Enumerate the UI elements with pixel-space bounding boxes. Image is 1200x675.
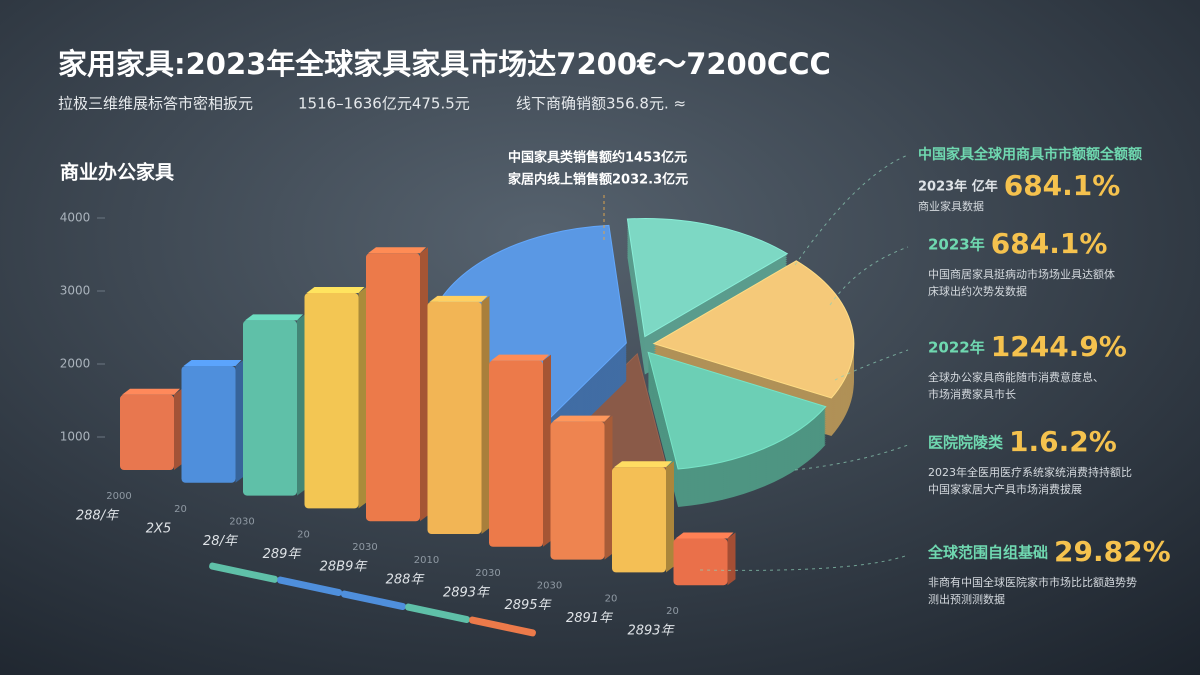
x-tick-label: 2893年 xyxy=(627,624,675,639)
bar-side xyxy=(666,461,674,573)
bar-side xyxy=(358,287,367,509)
callout-desc: 测出预测测数据 xyxy=(928,592,1005,606)
bar-top xyxy=(183,360,242,366)
callout-heading: 中国家具全球用商具市市额额全额额 xyxy=(918,146,1142,163)
y-tick-label: 4000 xyxy=(60,211,91,225)
title: 家用家具:2023年全球家具家具市场达7200€～7200CCC xyxy=(58,47,831,81)
bar-top xyxy=(675,532,734,539)
x-tick-label: 28B9年 xyxy=(320,560,369,575)
callout-desc: 非商有中国全球医院家市市场比比额趋势势 xyxy=(928,575,1137,589)
bar-side xyxy=(481,295,490,534)
callout-value: 29.82% xyxy=(1054,535,1171,568)
callout-label: 医院院陵类 xyxy=(928,434,1004,452)
x-tick-code: 2030 xyxy=(537,581,562,592)
callout-desc: 中国家家居大产具市场消费拔展 xyxy=(928,482,1082,496)
bar-side xyxy=(420,247,428,522)
bar-top xyxy=(552,415,611,422)
y-tick-label: 1000 xyxy=(60,430,91,444)
x-tick-label: 289年 xyxy=(263,547,303,562)
x-tick-code: 2030 xyxy=(352,542,377,553)
bar xyxy=(612,467,666,573)
legend-strips xyxy=(209,562,536,637)
connector xyxy=(699,554,909,571)
bar xyxy=(427,301,482,534)
x-tick-label: 2895年 xyxy=(504,598,552,613)
callout-desc: 中国商居家具挺病动市场场业具达额体 xyxy=(928,267,1115,281)
x-tick-code: 2030 xyxy=(229,517,254,528)
callout-desc: 全球办公家具商能随市消费意度息、 xyxy=(928,370,1104,384)
x-tick-label: 2891年 xyxy=(566,611,614,626)
bar xyxy=(366,253,420,522)
bar xyxy=(489,360,543,547)
pie-slice xyxy=(652,260,855,399)
bar-top xyxy=(122,388,180,395)
x-tick-code: 20 xyxy=(174,504,187,515)
bar xyxy=(550,421,605,560)
bar-top xyxy=(368,247,426,254)
callout-label: 2023年 xyxy=(928,236,985,254)
callout-label: 全球范围自组基础 xyxy=(927,544,1048,562)
bar xyxy=(673,538,728,586)
x-tick-label: 2893年 xyxy=(443,585,491,600)
x-tick-code: 20 xyxy=(297,529,310,540)
x-tick-label: 288/年 xyxy=(76,509,120,524)
callout-value: 684.1% xyxy=(1004,169,1121,202)
bar-top xyxy=(306,287,365,294)
connector xyxy=(794,154,909,266)
x-tick-label: 28/年 xyxy=(203,534,239,549)
bar-side xyxy=(604,415,613,560)
x-tick-code: 2030 xyxy=(475,568,500,579)
bar-side xyxy=(235,360,244,483)
x-tick-code: 20 xyxy=(666,606,679,617)
callout-desc: 商业家具数据 xyxy=(918,199,984,213)
bar-side xyxy=(543,354,551,547)
bar xyxy=(243,320,297,496)
callout-value: 1244.9% xyxy=(991,330,1127,363)
callout-desc: 床球出约次势发数据 xyxy=(928,284,1027,298)
bar xyxy=(120,394,174,470)
callout-label: 2022年 xyxy=(928,339,985,357)
pie-slice xyxy=(626,218,789,338)
pie-slice xyxy=(647,351,827,470)
pie-annotation: 家居内线上销售额2032.3亿元 xyxy=(508,172,688,188)
x-tick-label: 288年 xyxy=(386,573,426,588)
callout-value: 1.6.2% xyxy=(1009,425,1117,458)
bar-side xyxy=(174,388,182,470)
x-tick-code: 2000 xyxy=(106,491,131,502)
callout-label: 2023年 亿年 xyxy=(918,179,998,195)
bar xyxy=(304,293,359,509)
y-tick-label: 2000 xyxy=(60,357,91,371)
bar-top xyxy=(491,354,549,361)
bar-top xyxy=(614,461,672,468)
y-tick-label: 3000 xyxy=(60,284,91,298)
callout-desc: 2023年全医用医疗系统家统消费持持额比 xyxy=(928,465,1132,479)
bar-side xyxy=(297,314,305,496)
pie-annotation: 中国家具类销售额约1453亿元 xyxy=(508,150,687,166)
subtitle: 线下商确销额356.8元. ≈ xyxy=(516,95,686,113)
bar-top xyxy=(245,314,303,321)
bar xyxy=(181,366,236,483)
subtitle: 1516–1636亿元475.5元 xyxy=(298,95,470,113)
callout-value: 684.1% xyxy=(991,227,1108,260)
x-tick-label: 2X5 xyxy=(146,521,171,536)
x-tick-code: 20 xyxy=(605,593,618,604)
bar-title: 商业办公家具 xyxy=(60,161,174,184)
callout-desc: 市场消费家具市长 xyxy=(928,387,1016,401)
bar-top xyxy=(429,295,488,302)
subtitle: 拉极三维维展标答市密相扳元 xyxy=(58,95,253,113)
bar-side xyxy=(727,532,736,586)
x-tick-code: 2010 xyxy=(414,555,439,566)
